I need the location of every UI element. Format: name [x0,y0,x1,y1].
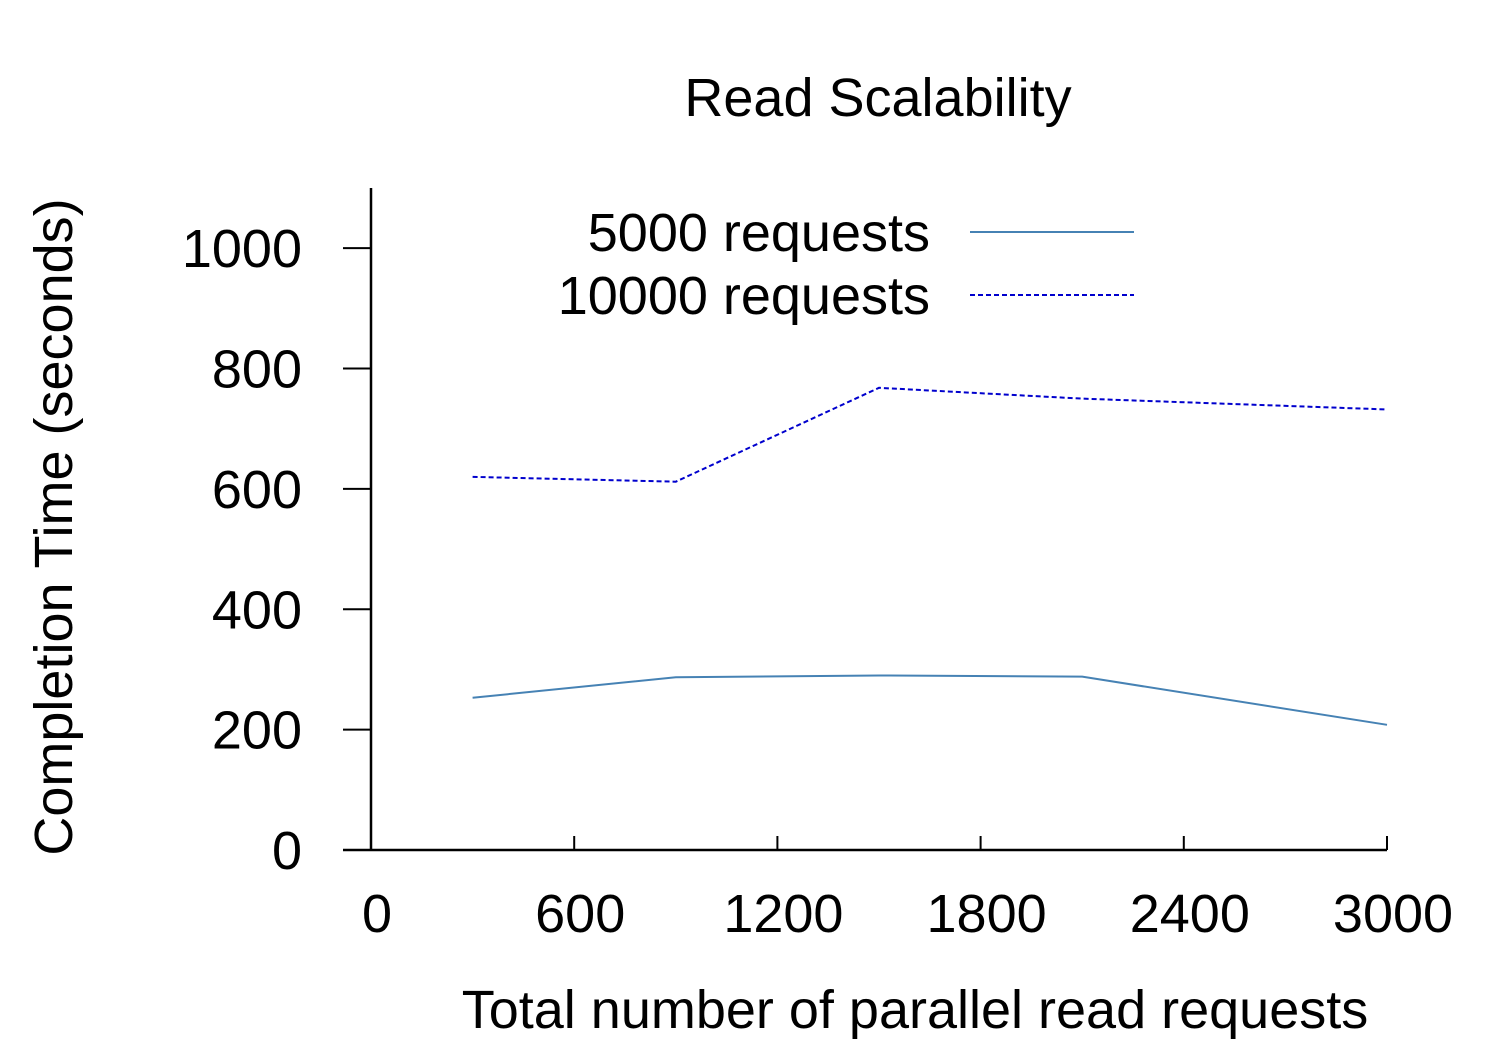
y-tick-label: 400 [212,580,302,640]
y-tick-label: 1000 [182,219,302,279]
x-tick-label: 0 [362,884,392,944]
legend-label-2: 10000 requests [558,266,930,326]
x-axis-label: Total number of parallel read requests [462,980,1369,1040]
x-tick-label: 1200 [723,884,843,944]
x-tick-label: 1800 [927,884,1047,944]
series-layer [472,386,1388,726]
series-line-2 [472,386,1388,483]
legend-label-1: 5000 requests [588,203,930,263]
y-axis-label: Completion Time (seconds) [24,198,84,855]
y-tick-label: 800 [212,340,302,400]
x-tick-label: 2400 [1130,884,1250,944]
series-line-1 [472,674,1388,726]
x-tick-label: 600 [535,884,625,944]
x-tick-label: 3000 [1333,884,1453,944]
y-tick-label: 0 [272,821,302,881]
y-tick-label: 600 [212,460,302,520]
axes: 0 200 400 600 800 1000 0 600 1200 1800 2400 3000 [182,188,1453,944]
chart-title: Read Scalability [684,68,1071,128]
y-tick-label: 200 [212,701,302,761]
